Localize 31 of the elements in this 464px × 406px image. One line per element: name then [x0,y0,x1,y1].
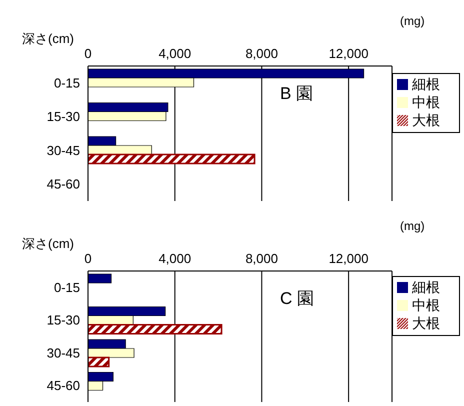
legend-label: 細根 [412,278,440,294]
y-tick-label: 45-60 [46,176,80,192]
x-tick-label: 0 [84,46,92,61]
x-axis-title: (mg) [400,219,425,233]
x-tick-label: 12,000 [328,46,368,61]
legend-label: 中根 [412,296,440,312]
legend-label: 大根 [412,314,440,330]
y-tick-label: 15-30 [46,312,80,328]
bar [88,356,110,368]
legend-label: 大根 [412,112,440,128]
x-tick-label: 8,000 [245,251,278,266]
y-tick-label: 0-15 [54,75,80,90]
x-tick-label: 4,000 [158,46,192,61]
y-axis-title: 深さ(cm) [22,30,74,48]
legend-label: 細根 [412,76,440,92]
x-tick-label: 0 [84,251,92,266]
y-axis-title: 深さ(cm) [22,235,74,253]
x-tick-label: 4,000 [158,251,192,266]
y-tick-label: 0-15 [54,280,80,295]
annotation: B 園 [280,83,314,105]
y-tick-label: 30-45 [46,142,80,158]
y-tick-label: 30-45 [46,345,80,360]
legend-label: 中根 [412,94,440,110]
bar [88,324,222,334]
y-tick-label: 15-30 [46,109,80,124]
x-tick-label: 12,000 [328,251,368,266]
x-axis-title: (mg) [400,14,425,28]
x-tick-label: 8,000 [245,46,278,61]
bar [88,154,256,164]
y-tick-label: 45-60 [46,378,80,394]
annotation: C 園 [280,288,314,310]
